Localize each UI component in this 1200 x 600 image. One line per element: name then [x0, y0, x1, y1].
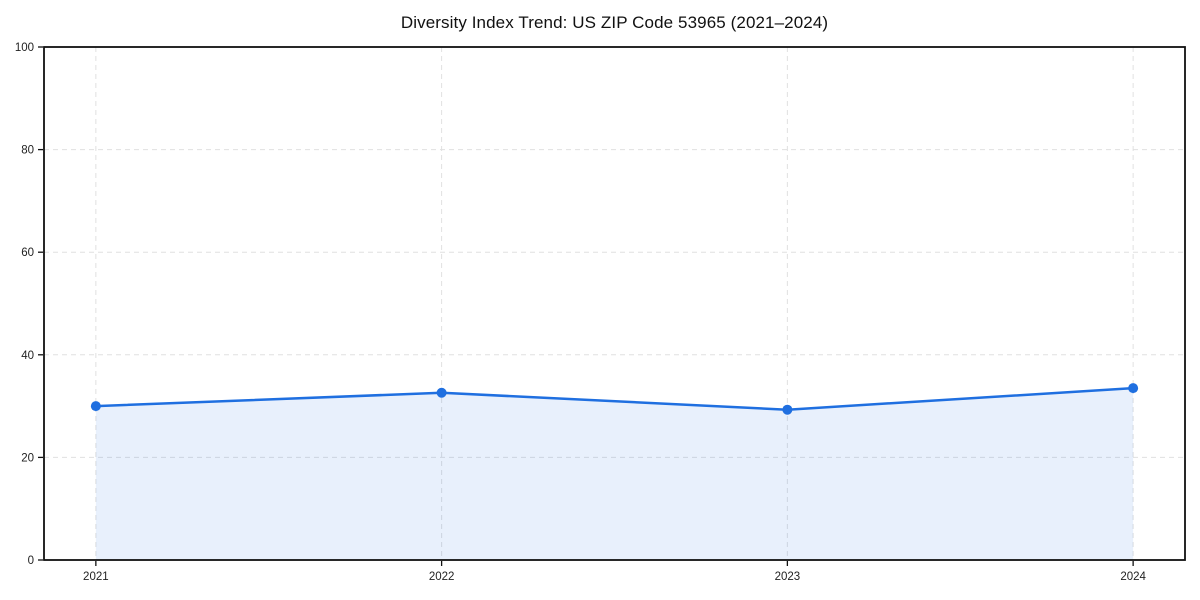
axes-group [38, 46, 1186, 566]
y-tick-label: 0 [28, 555, 34, 567]
trend-line-group [94, 386, 1135, 411]
area-fill [95, 388, 1134, 560]
data-point-marker [1128, 383, 1139, 394]
data-point-marker [782, 404, 793, 415]
y-tick-label: 80 [21, 145, 34, 157]
plot-frame [43, 46, 1186, 561]
data-point-markers-group [90, 383, 1139, 415]
y-tick-label: 20 [21, 452, 34, 464]
data-point-marker [90, 401, 101, 412]
x-tick-label: 2023 [775, 571, 801, 583]
tick-labels-group: 2021 2022 2023 2024 0 20 40 60 80 100 [15, 42, 1147, 583]
area-fill-group [95, 388, 1134, 560]
x-tick-label: 2021 [83, 571, 109, 583]
y-tick-label: 60 [21, 247, 34, 259]
trend-line [94, 386, 1135, 411]
y-tick-label: 40 [21, 350, 34, 362]
chart-title: Diversity Index Trend: US ZIP Code 53965… [400, 13, 829, 32]
x-tick-label: 2022 [429, 571, 455, 583]
y-tick-label: 100 [15, 42, 34, 54]
x-tick-label: 2024 [1120, 571, 1146, 583]
data-point-marker [436, 387, 447, 398]
